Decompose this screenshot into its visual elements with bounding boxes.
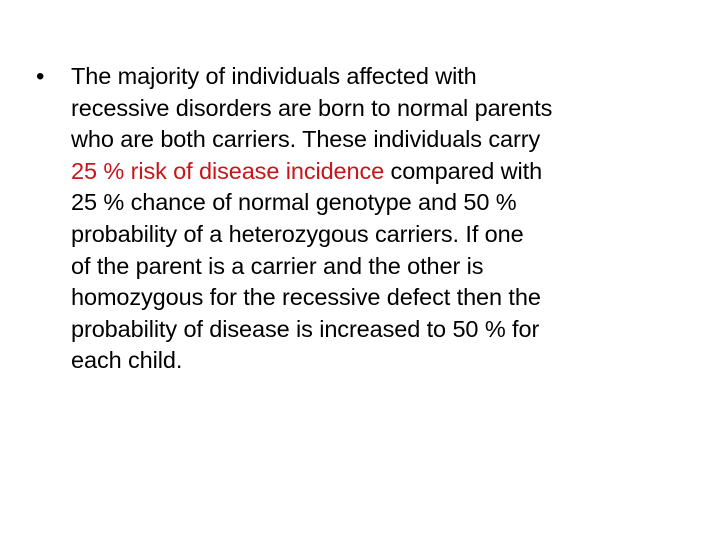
text-line-9: probability of disease is increased to 5…: [71, 315, 540, 342]
bullet-icon: •: [36, 63, 45, 90]
text-line-2: recessive disorders are born to normal p…: [71, 94, 553, 121]
text-line-4: 25 % risk of disease incidence compared …: [71, 157, 543, 184]
text-line-3: who are both carriers. These individuals…: [71, 126, 541, 153]
text-line-8: homozygous for the recessive defect then…: [71, 284, 541, 311]
bullet-text: The majority of individuals affected wit…: [71, 61, 701, 377]
text-line-5: 25 % chance of normal genotype and 50 %: [71, 189, 517, 216]
highlighted-risk-text: 25 % risk of disease incidence: [71, 157, 385, 184]
text-line-7: of the parent is a carrier and the other…: [71, 252, 484, 279]
text-line-1: The majority of individuals affected wit…: [71, 63, 477, 89]
text-line-10: each child.: [71, 347, 183, 374]
text-line-6: probability of a heterozygous carriers. …: [71, 220, 524, 247]
